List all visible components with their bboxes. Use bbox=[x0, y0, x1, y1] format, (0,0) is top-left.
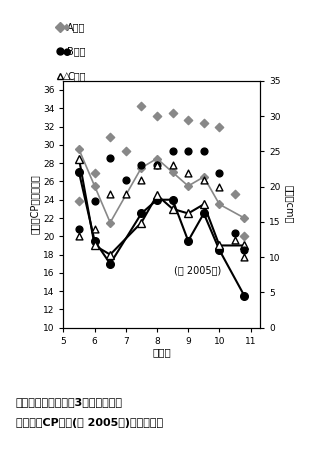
Text: 放牧草CP含量(例 2005年)の季節推移: 放牧草CP含量(例 2005年)の季節推移 bbox=[16, 418, 163, 428]
Point bbox=[76, 197, 81, 204]
Text: △: △ bbox=[63, 71, 70, 81]
Point bbox=[201, 119, 206, 127]
Point bbox=[76, 233, 81, 240]
Point bbox=[186, 148, 191, 155]
Point bbox=[92, 169, 97, 176]
Point bbox=[217, 183, 222, 190]
Y-axis label: 放牺草CP含量（％）: 放牺草CP含量（％） bbox=[30, 174, 40, 234]
Text: A農家: A農家 bbox=[67, 22, 85, 32]
Text: B農家: B農家 bbox=[67, 46, 86, 57]
Point bbox=[232, 236, 237, 243]
Point bbox=[201, 148, 206, 155]
Point bbox=[242, 233, 247, 240]
Point bbox=[154, 162, 159, 169]
Point bbox=[139, 162, 144, 169]
Point bbox=[139, 102, 144, 109]
Point bbox=[242, 254, 247, 261]
Point bbox=[242, 247, 247, 254]
Text: ◆: ◆ bbox=[63, 22, 70, 32]
Point bbox=[108, 190, 113, 197]
X-axis label: （月）: （月） bbox=[152, 347, 171, 357]
Point bbox=[108, 134, 113, 141]
Point bbox=[232, 229, 237, 236]
Point bbox=[92, 197, 97, 204]
Point bbox=[123, 190, 128, 197]
Text: 図２　農家別草丈（3年間平均）と: 図２ 農家別草丈（3年間平均）と bbox=[16, 397, 123, 407]
Point bbox=[170, 162, 175, 169]
Point bbox=[201, 176, 206, 183]
Point bbox=[92, 225, 97, 233]
Point bbox=[76, 225, 81, 233]
Text: (例 2005年): (例 2005年) bbox=[174, 265, 221, 275]
Point bbox=[154, 113, 159, 120]
Point bbox=[217, 123, 222, 130]
Point bbox=[217, 169, 222, 176]
Point bbox=[170, 109, 175, 116]
Point bbox=[123, 148, 128, 155]
Point bbox=[139, 176, 144, 183]
Text: C農家: C農家 bbox=[67, 71, 86, 81]
Point bbox=[186, 116, 191, 123]
Point bbox=[123, 176, 128, 183]
Text: ●: ● bbox=[62, 47, 71, 57]
Point bbox=[108, 155, 113, 162]
Y-axis label: 草丈（cm）: 草丈（cm） bbox=[285, 185, 294, 224]
Point bbox=[154, 162, 159, 169]
Point bbox=[232, 190, 237, 197]
Point bbox=[170, 148, 175, 155]
Point bbox=[186, 169, 191, 176]
